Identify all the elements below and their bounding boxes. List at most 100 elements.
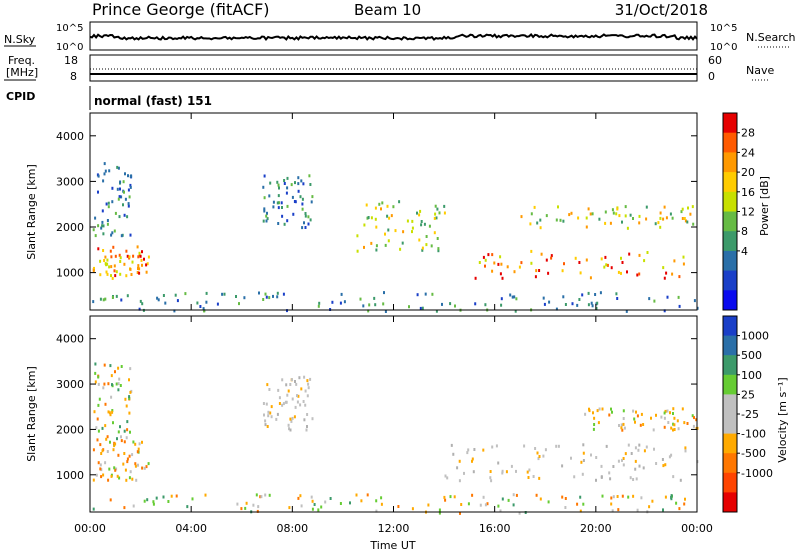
data-cell (235, 295, 237, 298)
nsky-tick-top: 10^5 (56, 23, 83, 34)
data-cell (110, 233, 113, 237)
data-cell (534, 447, 537, 450)
data-cell (428, 224, 431, 228)
data-cell (595, 478, 597, 482)
data-cell (598, 407, 601, 411)
data-cell (636, 273, 639, 277)
data-cell (297, 496, 300, 500)
data-cell (559, 218, 562, 222)
data-cell (307, 222, 310, 226)
data-cell (277, 206, 280, 210)
data-cell (622, 457, 625, 460)
colorbar-tick-label: -100 (741, 428, 766, 441)
data-cell (672, 407, 675, 411)
data-cell (375, 499, 378, 503)
data-cell (114, 370, 116, 374)
data-cell (264, 292, 267, 296)
data-cell (609, 477, 612, 481)
data-cell (127, 174, 129, 178)
data-cell (539, 218, 542, 222)
data-cell (610, 496, 613, 500)
data-cell (591, 304, 594, 308)
data-cell (425, 235, 428, 238)
data-cell (545, 214, 548, 218)
freq-label-1: Freq. (8, 54, 35, 67)
data-cell (629, 213, 632, 217)
data-cell (296, 400, 299, 404)
data-cell (128, 195, 131, 199)
data-cell (111, 409, 114, 412)
data-cell (204, 493, 207, 497)
data-cell (535, 269, 538, 273)
data-cell (262, 185, 265, 189)
data-cell (124, 397, 127, 401)
data-cell (672, 475, 675, 479)
nsearch-label: N.Search (746, 31, 796, 44)
data-cell (175, 494, 178, 498)
data-cell (564, 506, 567, 509)
data-cell (527, 476, 530, 479)
data-cell (109, 498, 112, 502)
data-cell (605, 263, 608, 267)
data-cell (661, 458, 664, 461)
data-cell (673, 416, 676, 420)
data-cell (297, 182, 300, 186)
data-cell (420, 223, 423, 227)
data-cell (119, 180, 122, 184)
data-cell (684, 449, 687, 453)
data-cell (286, 176, 289, 180)
data-cell (518, 511, 521, 515)
data-cell (95, 473, 98, 477)
data-cell (501, 497, 504, 501)
data-cell (339, 502, 342, 505)
data-cell (618, 214, 621, 218)
data-cell (205, 300, 208, 304)
data-cell (659, 216, 662, 220)
power-colorbar: 28 24 20 16 12 8 4 (722, 112, 755, 311)
data-cell (286, 393, 289, 397)
data-cell (141, 250, 143, 254)
data-cell (252, 503, 255, 507)
data-cell (117, 197, 120, 201)
data-cell (434, 212, 437, 216)
data-cell (634, 420, 636, 424)
nsky-panel-frame (89, 21, 698, 51)
data-cell (539, 226, 542, 230)
data-cell (550, 256, 553, 260)
data-cell (506, 265, 509, 269)
data-cell (638, 443, 641, 447)
data-cell (530, 261, 533, 265)
data-cell (130, 273, 133, 276)
data-cell (95, 426, 98, 430)
data-cell (302, 182, 305, 186)
data-cell (301, 226, 304, 230)
data-cell (293, 200, 296, 203)
velocity-panel-frame (89, 315, 698, 513)
data-cell (434, 204, 437, 208)
data-cell (123, 262, 126, 266)
data-cell (557, 205, 559, 209)
data-cell (638, 464, 641, 468)
data-cell (126, 254, 129, 258)
data-cell (532, 475, 535, 478)
colorbar-tick-label: 24 (741, 146, 755, 159)
data-cell (104, 461, 107, 465)
data-cell (286, 204, 289, 208)
data-cell (117, 453, 120, 457)
data-cell (478, 261, 481, 264)
data-cell (107, 382, 110, 386)
data-cell (664, 463, 667, 467)
data-cell (636, 508, 639, 512)
data-cell (669, 411, 671, 415)
data-cell (113, 466, 116, 470)
data-cell (484, 258, 487, 262)
data-cell (643, 259, 646, 263)
data-cell (110, 395, 113, 399)
data-cell (547, 271, 550, 275)
data-cell (103, 172, 106, 176)
data-cell (128, 395, 131, 399)
data-cell (507, 498, 510, 502)
data-cell (655, 413, 657, 417)
data-cell (128, 454, 131, 458)
